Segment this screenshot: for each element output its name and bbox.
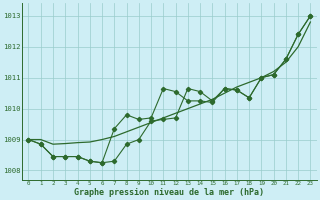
X-axis label: Graphe pression niveau de la mer (hPa): Graphe pression niveau de la mer (hPa) (75, 188, 264, 197)
